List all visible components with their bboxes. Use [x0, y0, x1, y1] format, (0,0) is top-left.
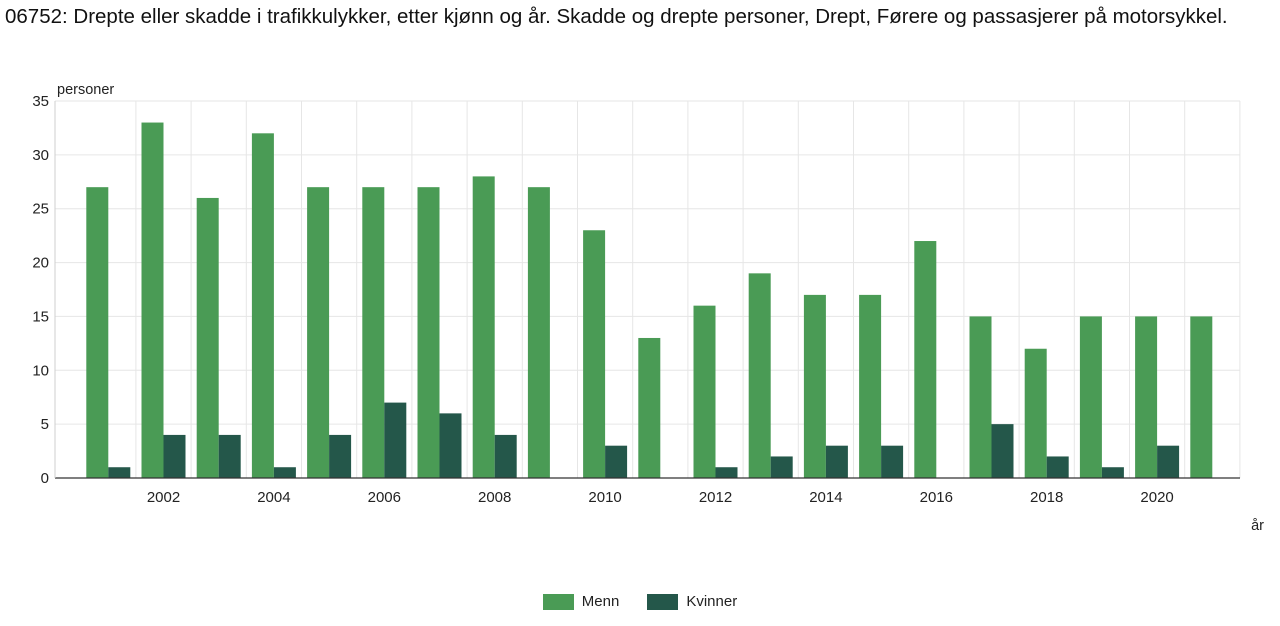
bar-menn-2008[interactable]: Menn 2008: 28	[472, 176, 495, 478]
bar-menn-2018[interactable]: Menn 2018: 12	[1024, 348, 1047, 478]
legend-swatch-menn	[542, 593, 574, 610]
y-tick-label: 20	[32, 255, 49, 272]
x-tick-label: 2010	[588, 489, 621, 506]
bar-menn-2005[interactable]: Menn 2005: 27	[307, 187, 330, 478]
y-tick-labels: 0 5 10 15 20 25 30 35	[32, 93, 49, 487]
bars: Menn 2001: 27Kvinner 2001: 1 Menn 2002: 3…	[86, 122, 1213, 479]
bar-menn-2016[interactable]: Menn 2016: 22	[914, 241, 937, 478]
bar-menn-2015[interactable]: Menn 2015: 17	[859, 294, 882, 478]
bar-kvinner-2017[interactable]: Kvinner 2017: 5	[991, 424, 1014, 478]
legend-label-menn: Menn	[581, 593, 620, 610]
bar-kvinner-2003[interactable]: Kvinner 2003: 4	[218, 434, 241, 478]
bar-kvinner-2020[interactable]: Kvinner 2020: 3	[1157, 445, 1180, 478]
bar-kvinner-2015[interactable]: Kvinner 2015: 3	[881, 445, 904, 478]
bar-menn-2002[interactable]: Menn 2002: 33	[141, 122, 164, 479]
y-tick-label: 5	[41, 416, 49, 433]
bar-kvinner-2014[interactable]: Kvinner 2014: 3	[825, 445, 848, 478]
bar-kvinner-2013[interactable]: Kvinner 2013: 2	[770, 456, 793, 478]
bar-menn-2001[interactable]: Menn 2001: 27	[86, 187, 109, 478]
bar-menn-2003[interactable]: Menn 2003: 26	[196, 197, 219, 478]
bar-kvinner-2002[interactable]: Kvinner 2002: 4	[163, 434, 186, 478]
bar-menn-2012[interactable]: Menn 2012: 16	[693, 305, 716, 478]
chart-title: 06752: Drepte eller skadde i trafikkulyk…	[5, 5, 1228, 28]
bar-menn-2017[interactable]: Menn 2017: 15	[969, 316, 992, 478]
x-tick-label: 2018	[1030, 489, 1063, 506]
bar-menn-2009[interactable]: Menn 2009: 27	[527, 187, 550, 478]
legend-swatch-kvinner	[647, 593, 679, 610]
bar-kvinner-2004[interactable]: Kvinner 2004: 1	[273, 467, 296, 478]
bar-menn-2006[interactable]: Menn 2006: 27	[362, 187, 385, 478]
x-axis-label: år	[1251, 518, 1264, 534]
y-tick-label: 0	[41, 470, 49, 487]
legend-item-kvinner[interactable]: Kvinner	[647, 593, 737, 610]
legend-item-menn[interactable]: Menn	[542, 593, 620, 610]
y-axis-label: personer	[57, 82, 114, 98]
x-tick-label: 2012	[699, 489, 732, 506]
bar-menn-2019[interactable]: Menn 2019: 15	[1079, 316, 1102, 478]
bar-kvinner-2001[interactable]: Kvinner 2001: 1	[108, 467, 131, 478]
bar-menn-2021[interactable]: Menn 2021: 15	[1190, 316, 1213, 478]
x-tick-label: 2020	[1140, 489, 1173, 506]
x-tick-label: 2006	[368, 489, 401, 506]
x-tick-label: 2002	[147, 489, 180, 506]
bar-menn-2013[interactable]: Menn 2013: 19	[748, 273, 771, 478]
bar-kvinner-2010[interactable]: Kvinner 2010: 3	[605, 445, 628, 478]
y-tick-label: 30	[32, 147, 49, 164]
bar-menn-2011[interactable]: Menn 2011: 13	[638, 337, 661, 478]
y-tick-label: 10	[32, 362, 49, 379]
axes	[54, 101, 1240, 479]
bar-kvinner-2008[interactable]: Kvinner 2008: 4	[494, 434, 517, 478]
legend-label-kvinner: Kvinner	[686, 593, 738, 610]
bar-kvinner-2019[interactable]: Kvinner 2019: 1	[1101, 467, 1124, 478]
x-tick-label: 2014	[809, 489, 842, 506]
bar-menn-2010[interactable]: Menn 2010: 23	[583, 230, 606, 478]
x-tick-label: 2004	[257, 489, 290, 506]
grid-lines	[55, 100, 1241, 478]
x-tick-label: 2016	[920, 489, 953, 506]
bar-kvinner-2012[interactable]: Kvinner 2012: 1	[715, 467, 738, 478]
bar-menn-2020[interactable]: Menn 2020: 15	[1135, 316, 1158, 478]
x-tick-label: 2008	[478, 489, 511, 506]
bar-menn-2007[interactable]: Menn 2007: 27	[417, 187, 440, 478]
y-tick-label: 35	[32, 93, 49, 110]
x-tick-labels: 2002 2004 2006 2008 2010 2012 2014 2016 2018 2020	[147, 489, 1174, 506]
legend: Menn Kvinner	[0, 593, 1280, 610]
bar-menn-2014[interactable]: Menn 2014: 17	[803, 294, 826, 478]
bar-kvinner-2007[interactable]: Kvinner 2007: 6	[439, 413, 462, 478]
y-tick-label: 15	[32, 308, 49, 325]
bar-kvinner-2006[interactable]: Kvinner 2006: 7	[384, 402, 407, 478]
bar-kvinner-2005[interactable]: Kvinner 2005: 4	[329, 434, 352, 478]
y-tick-label: 25	[32, 201, 49, 218]
bar-kvinner-2018[interactable]: Kvinner 2018: 2	[1046, 456, 1069, 478]
bar-menn-2004[interactable]: Menn 2004: 32	[251, 133, 274, 479]
